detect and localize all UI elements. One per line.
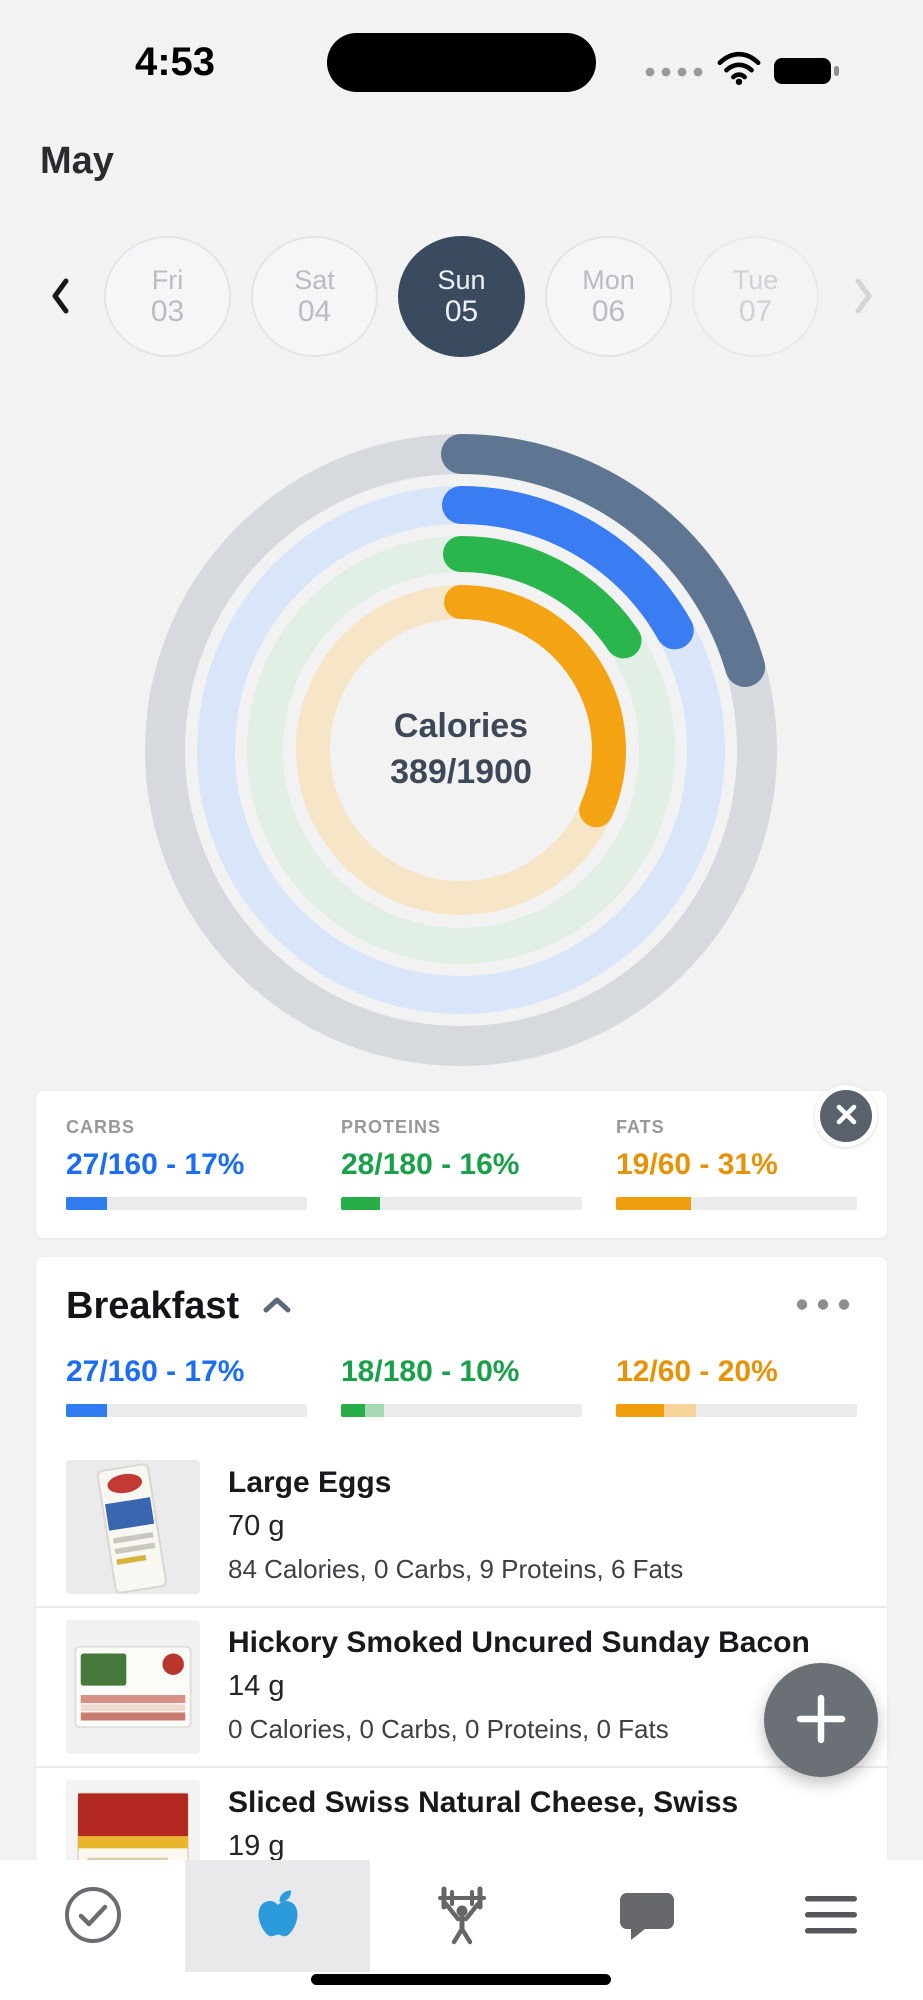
proteins-value: 28/180 - 16%: [341, 1148, 520, 1181]
close-icon: [833, 1101, 860, 1131]
food-amount: 14 g: [228, 1670, 285, 1702]
tab-training[interactable]: [369, 1860, 554, 1972]
tab-menu[interactable]: [738, 1860, 923, 1972]
macro-summary-card: CARBS 27/160 - 17% PROTEINS 28/180 - 16%…: [36, 1091, 887, 1238]
next-dates-button[interactable]: [852, 274, 876, 321]
food-details: 84 Calories, 0 Carbs, 9 Proteins, 6 Fats: [228, 1554, 684, 1584]
ellipsis-icon: [795, 1298, 851, 1314]
carbs-value: 27/160 - 17%: [66, 1148, 245, 1181]
macro-rings-chart: Calories 389/1900: [131, 420, 791, 1080]
food-row-large-eggs[interactable]: Large Eggs 70 g 84 Calories, 0 Carbs, 9 …: [36, 1448, 887, 1606]
date-pill-day: Mon: [582, 264, 635, 295]
proteins-label: PROTEINS: [341, 1117, 442, 1137]
food-photo-bacon: [66, 1620, 200, 1754]
meal-carbs-value: 27/160 - 17%: [66, 1355, 245, 1388]
fats-label: FATS: [616, 1117, 665, 1137]
tab-tasks[interactable]: [0, 1860, 185, 1972]
chevron-right-icon: [852, 278, 876, 321]
date-pill-day: Fri: [151, 264, 184, 295]
food-name: Large Eggs: [228, 1466, 392, 1499]
meal-carbs-progress-bar: [66, 1404, 307, 1417]
fats-progress-bar: [616, 1197, 857, 1210]
apple-icon: [246, 1883, 310, 1950]
date-pill-sun-05[interactable]: Sun 05: [398, 236, 525, 357]
date-pill-number: 04: [297, 294, 332, 328]
add-food-button[interactable]: [764, 1663, 878, 1777]
carbs-summary: CARBS 27/160 - 17%: [66, 1117, 307, 1210]
chevron-left-icon: [48, 278, 72, 321]
rings-svg: [145, 434, 777, 1066]
list-divider: [36, 1606, 887, 1608]
date-pill-fri-03[interactable]: Fri 03: [104, 236, 231, 357]
meal-fats-progress-bar: [616, 1404, 857, 1417]
carbs-progress-bar: [66, 1197, 307, 1210]
meal-fats-value: 12/60 - 20%: [616, 1355, 778, 1388]
date-picker: Fri 03 Sat 04 Sun 05 Mon 06 Tue 07: [0, 236, 923, 358]
status-bar-time: 4:53: [134, 40, 216, 84]
date-pill-number: 07: [738, 294, 773, 328]
chevron-up-icon: [261, 1295, 293, 1318]
page-title-month: May: [40, 140, 114, 182]
date-pill-number: 06: [591, 294, 626, 328]
date-pill-mon-06[interactable]: Mon 06: [545, 236, 672, 357]
close-summary-button[interactable]: [815, 1085, 877, 1147]
tab-chat[interactable]: [554, 1860, 739, 1972]
food-details: 0 Calories, 0 Carbs, 0 Proteins, 0 Fats: [228, 1714, 669, 1744]
wifi-icon: [716, 51, 762, 90]
fats-summary: FATS 19/60 - 31%: [616, 1117, 857, 1210]
hamburger-menu-icon: [802, 1892, 860, 1941]
dynamic-island: [327, 33, 596, 92]
food-list: Large Eggs 70 g 84 Calories, 0 Carbs, 9 …: [36, 1448, 887, 1872]
carbs-label: CARBS: [66, 1117, 136, 1137]
cellular-dots-icon: [645, 64, 703, 82]
food-photo-eggs: [66, 1460, 200, 1594]
food-photo-cheese: [66, 1780, 200, 1872]
home-indicator: [311, 1974, 611, 1985]
date-pill-number: 03: [150, 294, 185, 328]
food-row-swiss-cheese[interactable]: Sliced Swiss Natural Cheese, Swiss 19 g: [36, 1768, 887, 1872]
meal-proteins-value: 18/180 - 10%: [341, 1355, 520, 1388]
breakfast-card: Breakfast 27/160 - 17% 18/180 - 10%: [36, 1257, 887, 1872]
meal-fats-stat: 12/60 - 20%: [616, 1355, 857, 1417]
collapse-meal-button[interactable]: [257, 1291, 297, 1322]
proteins-progress-bar: [341, 1197, 582, 1210]
battery-icon: [773, 56, 840, 91]
food-row-bacon[interactable]: Hickory Smoked Uncured Sunday Bacon 14 g…: [36, 1608, 887, 1766]
meal-proteins-stat: 18/180 - 10%: [341, 1355, 582, 1417]
meal-title: Breakfast: [66, 1285, 240, 1327]
food-amount: 70 g: [228, 1510, 285, 1542]
food-name: Hickory Smoked Uncured Sunday Bacon: [228, 1626, 810, 1659]
chat-bubble-icon: [615, 1885, 679, 1948]
weightlifter-icon: [430, 1883, 494, 1950]
list-divider: [36, 1766, 887, 1768]
food-amount: 19 g: [228, 1830, 285, 1862]
plus-icon: [793, 1691, 849, 1750]
meal-proteins-progress-bar: [341, 1404, 582, 1417]
fats-value: 19/60 - 31%: [616, 1148, 778, 1181]
proteins-summary: PROTEINS 28/180 - 16%: [341, 1117, 582, 1210]
prev-dates-button[interactable]: [48, 274, 72, 321]
date-pill-number: 05: [444, 294, 479, 328]
date-pill-sat-04[interactable]: Sat 04: [251, 236, 378, 357]
meal-menu-button[interactable]: [789, 1292, 857, 1320]
date-pill-day: Sat: [294, 264, 335, 295]
check-circle-icon: [61, 1883, 125, 1950]
food-name: Sliced Swiss Natural Cheese, Swiss: [228, 1786, 739, 1819]
date-pill-day: Sun: [437, 264, 486, 295]
date-pill-tue-07[interactable]: Tue 07: [692, 236, 819, 357]
date-pill-day: Tue: [732, 264, 779, 295]
meal-carbs-stat: 27/160 - 17%: [66, 1355, 307, 1417]
tab-nutrition[interactable]: [185, 1860, 370, 1972]
